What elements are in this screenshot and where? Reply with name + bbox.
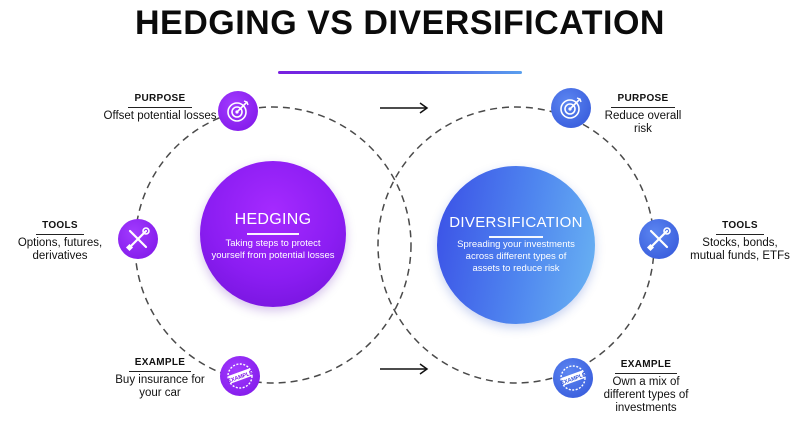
example-stamp-icon: EXAMPLE — [560, 365, 587, 391]
tools-caption: TOOLS — [36, 219, 84, 235]
example-caption: EXAMPLE — [128, 356, 192, 372]
example-caption: EXAMPLE — [614, 358, 678, 374]
diversification-tools-node — [639, 219, 679, 259]
right-arrow-icon — [380, 102, 429, 114]
hedging-purpose-label: PURPOSE Offset potential losses — [102, 92, 218, 123]
hedging-description: Taking steps to protect yourself from po… — [211, 238, 335, 261]
target-icon — [227, 100, 249, 122]
purpose-caption: PURPOSE — [611, 92, 675, 108]
tools-caption: TOOLS — [716, 219, 764, 235]
diversification-purpose-label: PURPOSE Reduce overall risk — [596, 92, 690, 136]
diversification-heading-underline — [489, 236, 543, 238]
diversification-heading: DIVERSIFICATION — [449, 214, 583, 231]
tools-text: Options, futures, derivatives — [17, 237, 103, 262]
example-text: Buy insurance for your car — [115, 374, 205, 399]
tools-text: Stocks, bonds, mutual funds, ETFs — [690, 237, 790, 262]
right-arrow-icon — [380, 363, 429, 375]
purpose-text: Offset potential losses — [103, 110, 217, 122]
diversification-circle: DIVERSIFICATION Spreading your investmen… — [437, 166, 595, 324]
wrench-screwdriver-icon — [125, 227, 150, 252]
example-text: Own a mix of different types of investme… — [603, 376, 689, 414]
page-title: HEDGING VS DIVERSIFICATION — [135, 4, 665, 42]
diversification-example-label: EXAMPLE Own a mix of different types of … — [598, 358, 694, 415]
diversification-purpose-node — [551, 88, 591, 128]
title-underline — [278, 71, 522, 74]
diversification-example-node: EXAMPLE — [553, 358, 593, 398]
diversification-description: Spreading your investments across differ… — [457, 239, 575, 274]
hedging-circle: HEDGING Taking steps to protect yourself… — [200, 161, 346, 307]
purpose-text: Reduce overall risk — [604, 110, 682, 135]
hedging-heading: HEDGING — [234, 211, 312, 228]
hedging-tools-label: TOOLS Options, futures, derivatives — [4, 219, 116, 263]
example-stamp-icon: EXAMPLE — [227, 363, 254, 389]
purpose-caption: PURPOSE — [128, 92, 192, 108]
hedging-example-node: EXAMPLE — [220, 356, 260, 396]
hedging-example-label: EXAMPLE Buy insurance for your car — [106, 356, 214, 400]
hedging-purpose-node — [218, 91, 258, 131]
hedging-heading-underline — [247, 233, 299, 235]
target-icon — [560, 97, 582, 119]
wrench-screwdriver-icon — [646, 227, 671, 252]
hedging-tools-node — [118, 219, 158, 259]
diversification-tools-label: TOOLS Stocks, bonds, mutual funds, ETFs — [686, 219, 794, 263]
